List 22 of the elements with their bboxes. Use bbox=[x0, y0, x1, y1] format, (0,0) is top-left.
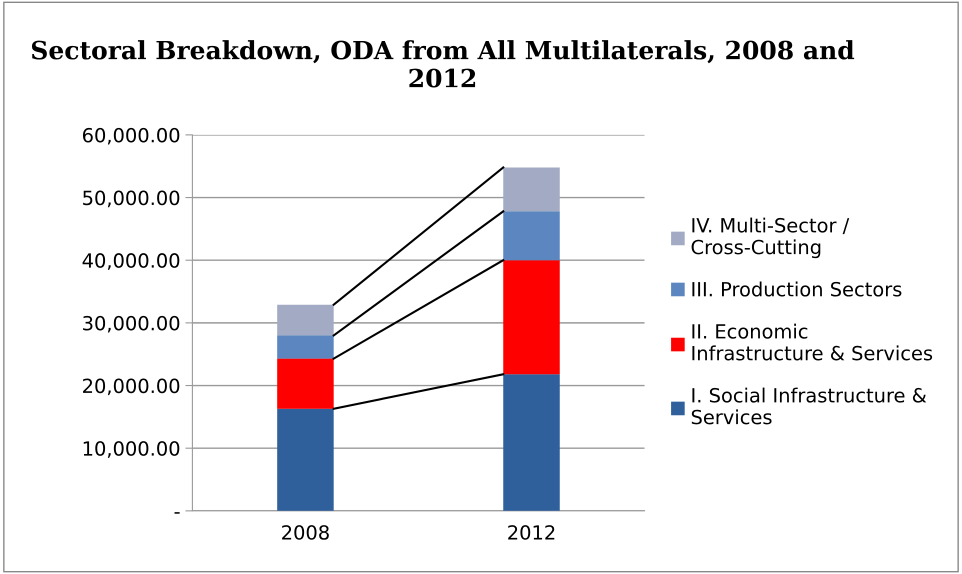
bar bbox=[277, 335, 334, 359]
y-tick-label: 50,000.00 bbox=[83, 190, 180, 208]
chart-title: Sectoral Breakdown, ODA from All Multilaterals, 2008 and 2012 bbox=[32, 40, 854, 88]
y-tick-label: 40,000.00 bbox=[82, 253, 180, 270]
bar bbox=[503, 211, 560, 260]
y-tick-label: 30,000.00 bbox=[83, 316, 180, 333]
bar bbox=[277, 408, 334, 511]
legend-label: II. Economic Infrastructure & Services bbox=[692, 324, 932, 360]
legend-label: IV. Multi-Sector / Cross-Cutting bbox=[692, 218, 850, 258]
bar bbox=[503, 167, 560, 212]
y-tick-label: 20,000.00 bbox=[83, 378, 180, 396]
y-tick-label: 60,000.00 bbox=[82, 128, 180, 145]
legend-label: III. Production Sectors bbox=[692, 282, 902, 297]
y-tick-label: 10,000.00 bbox=[84, 441, 180, 458]
y-tick-label: - bbox=[174, 512, 180, 514]
bar bbox=[503, 374, 560, 511]
legend-label: I. Social Infrastructure & Services bbox=[692, 388, 926, 424]
x-tick-label: 2012 bbox=[508, 525, 554, 540]
bar bbox=[503, 260, 560, 374]
bar bbox=[277, 358, 334, 409]
x-tick-label: 2008 bbox=[282, 525, 329, 540]
bar bbox=[277, 304, 334, 336]
